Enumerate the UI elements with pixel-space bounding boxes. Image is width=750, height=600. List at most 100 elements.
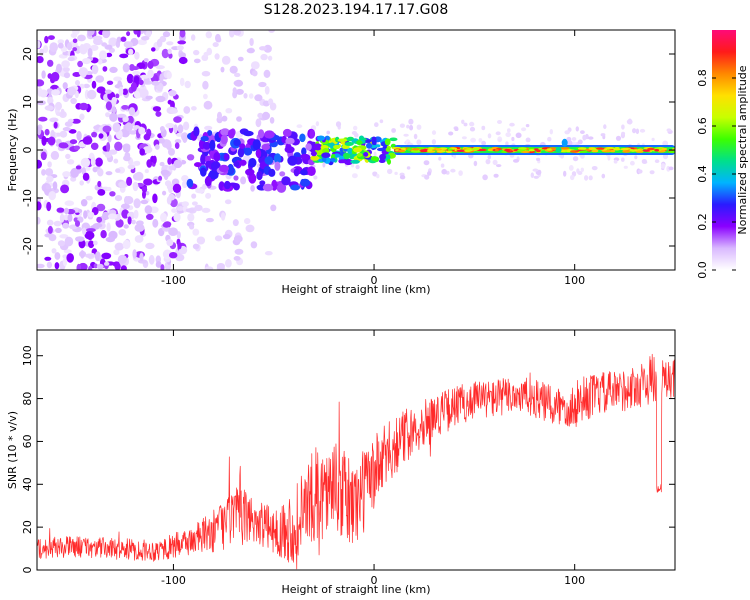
spectrogram-cell [497,120,502,124]
spectrogram-cell [446,150,453,153]
spectrogram-cell [37,56,44,64]
spectrogram-cell [106,186,112,192]
spectrogram-cell [322,162,326,168]
spectrogram-cell [127,164,136,170]
spectrogram-cell [528,149,535,152]
spectrogram-cell [77,60,83,68]
spectrogram-cell [66,253,74,263]
spectrogram-data [37,30,675,270]
spectrogram-cell [577,171,583,175]
spectrogram-cell [507,128,511,133]
spectrogram-cell [139,88,149,99]
spectrogram-cell [113,249,120,256]
spectrogram-cell [469,121,475,127]
spectrogram-cell [192,243,200,250]
spectrogram-cell [53,220,62,227]
spectrogram-cell [214,53,220,60]
spectrogram-cell [156,38,163,48]
spectrogram-cell [244,218,251,225]
spectrogram-cell [356,152,363,157]
spectrogram-cell [97,189,106,196]
spectrogram-cell [347,136,354,141]
spectrogram-cell [114,242,125,251]
spectrogram-cell [416,124,422,130]
spectrogram-cell [102,211,110,220]
spectrogram-cell [461,136,467,140]
spectrogram-cell [397,149,406,153]
spectrogram-cell [205,160,212,168]
spectrogram-cell [413,133,418,140]
spectrogram-cell [410,150,421,153]
spectrogram-cell [379,119,384,124]
spectrogram-cell [193,58,201,64]
spectrogram-cell [125,122,133,132]
spectrogram-cell [122,88,128,96]
spectrogram-cell [44,128,50,136]
spectrogram-cell [105,171,113,176]
spectrogram-cell [470,137,476,143]
spectrogram-cell [233,256,241,261]
spectrogram-cell [482,174,488,181]
spectrogram-cell [403,133,409,137]
spectrogram-cell [44,35,49,44]
spectrogram-cell [191,34,196,41]
spectrogram-cell [106,80,114,86]
spectrogram-cell [62,67,70,72]
spectrogram-xtick-label: 0 [371,274,378,287]
spectrogram-cell [87,89,97,100]
spectrogram-cell [316,135,325,141]
spectrogram-cell [56,207,65,213]
colorbar-tick-label: 0.8 [696,69,709,87]
spectrogram-cell [193,126,200,137]
spectrogram-cell [493,173,499,178]
spectrogram-cell [201,70,211,77]
spectrogram-cell [37,79,45,87]
spectrogram-cell [591,149,599,153]
spectrogram-cell [378,159,386,164]
spectrogram-cell [505,132,512,138]
spectrogram-cell [296,124,303,129]
spectrogram-cell [50,150,60,160]
spectrogram-cell [495,131,501,136]
spectrogram-cell [72,47,78,52]
spectrogram-cell [130,66,140,71]
spectrogram-cell [155,95,166,103]
spectrogram-cell [90,142,99,150]
spectrogram-cell [62,171,71,178]
spectrogram-cell [152,193,158,204]
spectrogram-cell [126,73,134,84]
spectrogram-cell [179,30,186,38]
spectrogram-cell [47,161,52,168]
spectrogram-cell [134,235,144,243]
spectrogram-cell [494,149,499,152]
spectrogram-cell [313,175,318,180]
spectrogram-cell [177,241,182,250]
spectrogram-cell [478,138,483,143]
spectrogram-cell [160,264,165,270]
spectrogram-cell [632,128,637,134]
spectrogram-cell [124,196,134,205]
spectrogram-cell [62,222,70,229]
spectrogram-cell [47,225,53,234]
spectrogram-cell [206,47,213,56]
spectrogram-cell [214,235,223,242]
snr-ylabel: SNR (10 * v/v) [6,411,19,489]
spectrogram-cell [258,129,265,139]
spectrogram-cell [274,161,281,171]
spectrogram-cell [37,126,42,136]
spectrogram-cell [255,118,262,128]
spectrogram-cell [447,148,453,151]
spectrogram-cell [299,133,306,143]
spectrogram-cell [168,90,177,97]
spectrogram-cell [126,176,133,186]
spectrogram-cell [145,30,152,38]
spectrogram-cell [221,115,228,122]
spectrogram-cell [55,101,62,111]
spectrogram-cell [71,118,81,124]
spectrogram-cell [98,133,104,139]
chart-title: S128.2023.194.17.17.G08 [264,2,449,18]
spectrogram-cell [273,153,282,164]
spectrogram-cell [406,148,414,151]
spectrogram-cell [151,80,160,86]
